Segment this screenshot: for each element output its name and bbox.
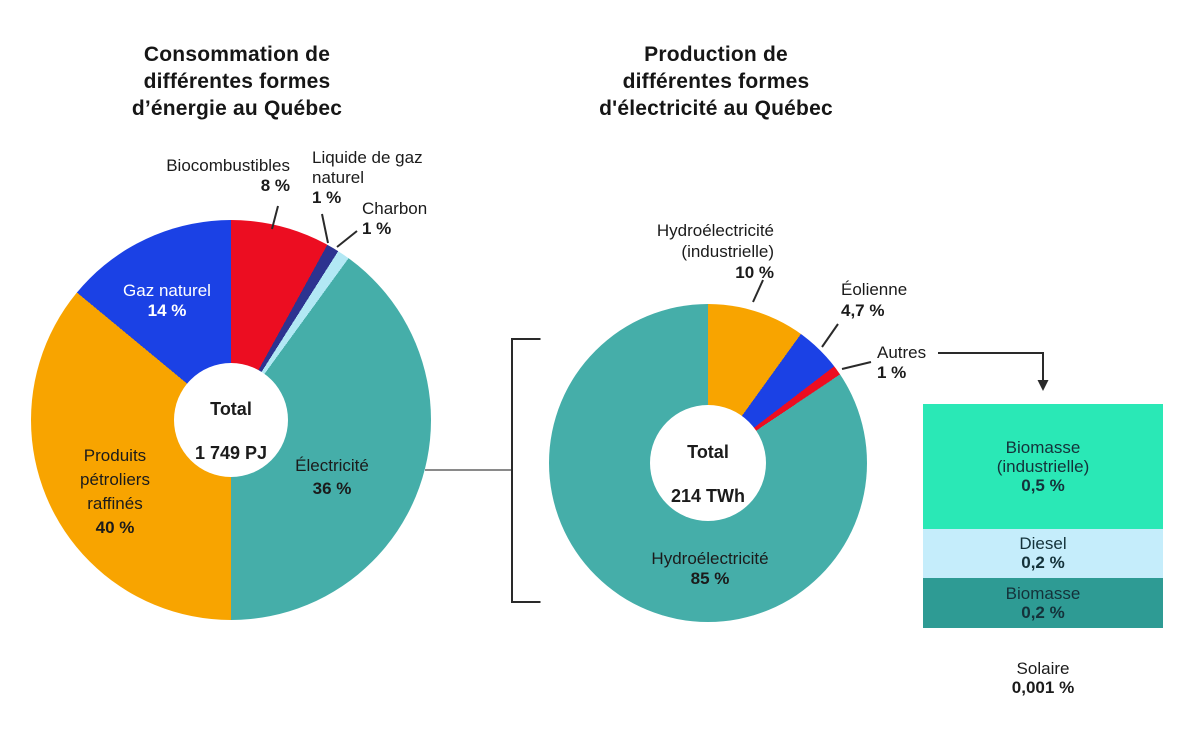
label-biocombustibles: Biocombustibles 8 % (166, 156, 290, 195)
leader-hydro-industrielle (752, 279, 764, 303)
bar-segment-diesel: Diesel 0,2 % (923, 528, 1163, 579)
consumption-total-label: Total 1 749 PJ (195, 376, 267, 464)
production-donut-hole: Total 214 TWh (650, 405, 766, 521)
autres-arrowhead-icon (1037, 380, 1049, 391)
label-liquide-gaz-naturel: Liquide de gaz naturel 1 % (312, 148, 423, 207)
autres-breakdown-bar: Biomasse (industrielle) 0,5 % Diesel 0,2… (923, 404, 1163, 653)
consumption-donut-hole: Total 1 749 PJ (174, 363, 288, 477)
label-electricite: Électricité 36 % (295, 456, 369, 498)
leader-eolienne (821, 323, 839, 348)
total-value: 1 749 PJ (194, 443, 268, 463)
leader-charbon (336, 230, 358, 248)
left-chart-title: Consommation de différentes formes d’éne… (131, 43, 343, 120)
label-solaire: Solaire 0,001 % (1011, 659, 1075, 697)
label-hydroelectricite: Hydroélectricité 85 % (651, 549, 769, 588)
total-word: Total (687, 442, 729, 462)
bar-segment-biomasse: Biomasse 0,2 % (923, 578, 1163, 629)
label-eolienne: Éolienne 4,7 % (841, 280, 908, 320)
right-chart-title: Production de différentes formes d'élect… (599, 43, 833, 120)
label-produits-petroliers: Produits pétroliers raffinés 40 % (80, 446, 150, 537)
total-value: 214 TWh (670, 486, 745, 506)
total-word: Total (210, 399, 252, 419)
bar-segment-biomasse-industrielle: Biomasse (industrielle) 0,5 % (923, 404, 1163, 529)
label-charbon: Charbon 1 % (362, 199, 428, 238)
bracket-connector (511, 338, 541, 603)
autres-arrow-line (938, 352, 1044, 381)
production-total-label: Total 214 TWh (671, 419, 745, 507)
label-autres: Autres 1 % (877, 343, 927, 382)
label-hydro-industrielle: Hydroélectricité (industrielle) 10 % (656, 221, 774, 282)
label-gaz-naturel: Gaz naturel 14 % (123, 281, 211, 320)
leader-liquide-gaz-naturel (321, 213, 329, 244)
leader-autres (841, 361, 872, 370)
